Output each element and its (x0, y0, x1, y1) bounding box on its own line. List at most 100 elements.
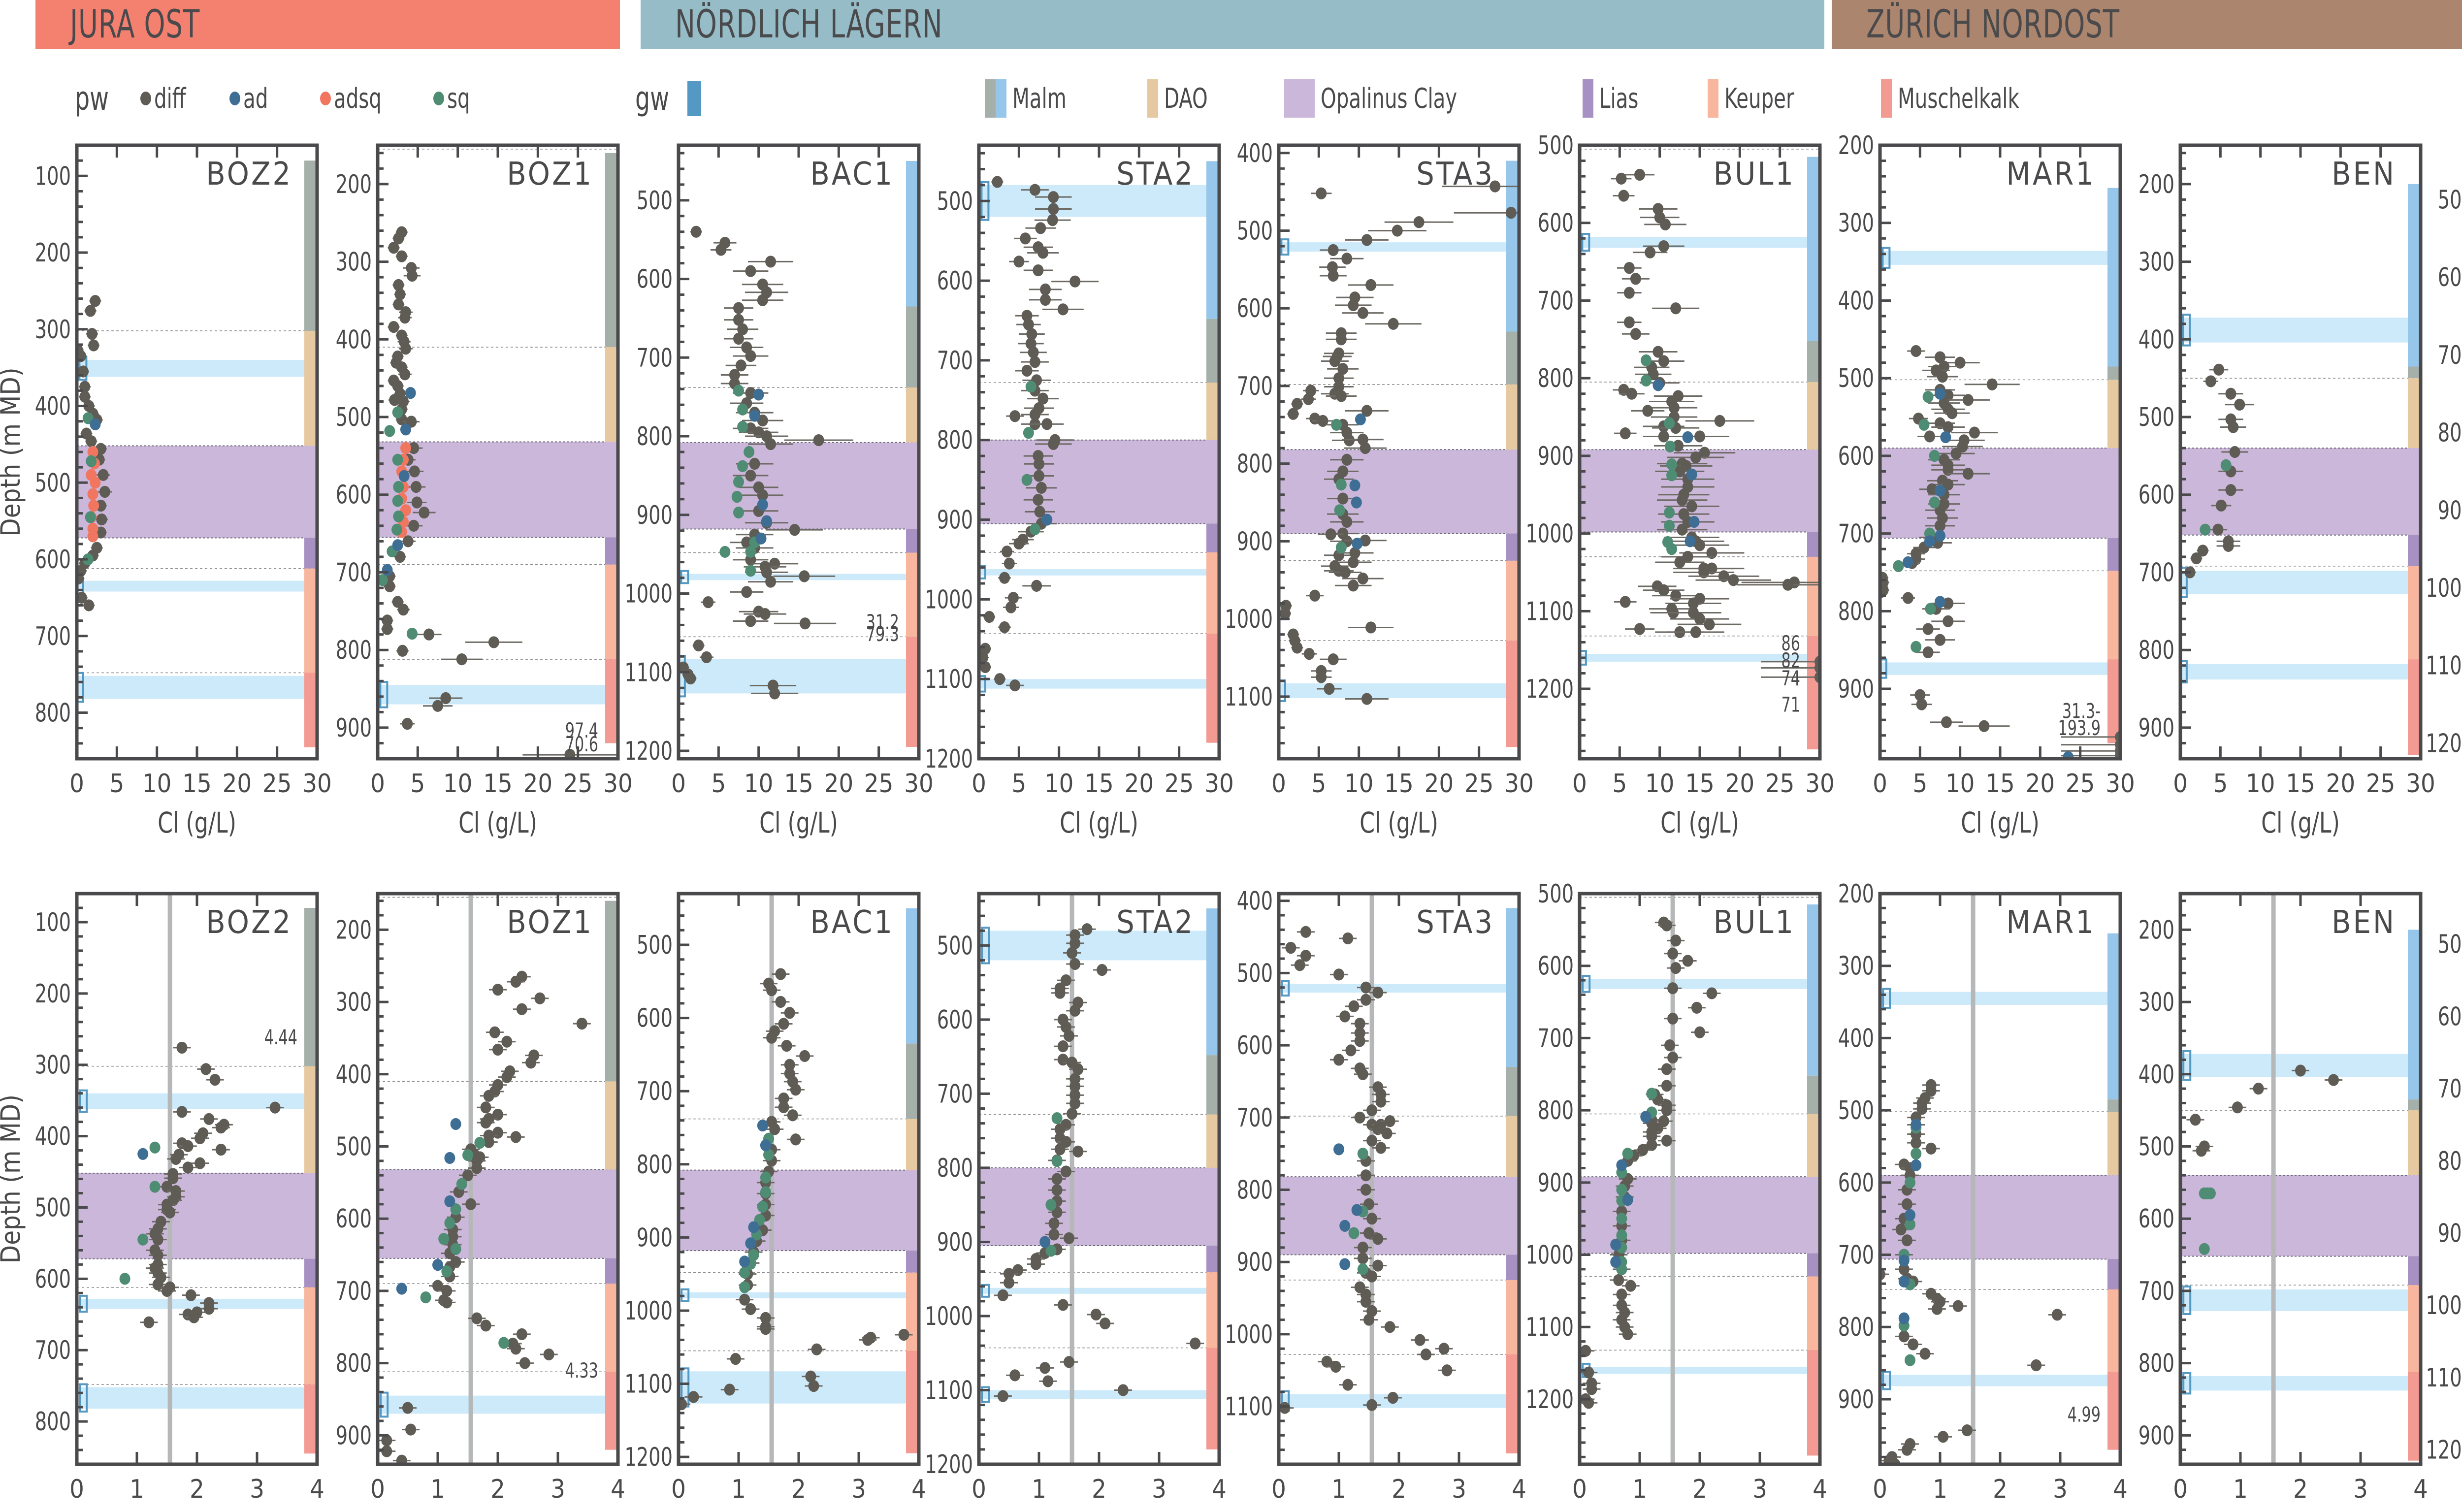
data-point-diff (1300, 950, 1311, 962)
data-point-diff (389, 394, 400, 406)
opalinus-band (979, 440, 1206, 524)
data-point-diff (1387, 1391, 1398, 1404)
data-point-diff (765, 576, 777, 588)
data-point-diff (1943, 615, 1954, 627)
x-tick-label: 0 (370, 1475, 385, 1504)
data-point-diff (405, 1423, 417, 1436)
data-point-diff (1652, 346, 1664, 358)
data-point-diff (1375, 1095, 1387, 1108)
data-point-diff (1349, 547, 1361, 559)
data-point-diff (1622, 1328, 1633, 1341)
data-point-ad (382, 564, 393, 576)
data-point-diff (1637, 1144, 1649, 1156)
x-tick-label: 15 (784, 769, 813, 799)
data-point-sq (1646, 1088, 1657, 1100)
malm-blue-swatch-icon (996, 79, 1006, 118)
data-point-ad (405, 387, 416, 399)
formation-strip-keuper (1506, 1280, 1519, 1355)
data-point-diff (2295, 1064, 2306, 1077)
legend-pw-label: pw (75, 74, 117, 123)
data-point-diff (1029, 356, 1040, 368)
data-point-diff (1372, 986, 1384, 999)
data-point-diff (99, 485, 110, 498)
legend-label: Malm (1012, 82, 1067, 115)
x-axis-label: Cl (g/L) (158, 806, 236, 839)
formation-strip-malm (1807, 904, 1820, 1076)
data-point-diff (1782, 579, 1793, 591)
formation-strip-dao (1506, 1116, 1519, 1177)
legend-label: Lias (1599, 82, 1639, 115)
data-point-diff (1357, 307, 1368, 319)
formation-strip-lias (2107, 538, 2120, 571)
y-tick-label: 600 (336, 481, 372, 510)
data-point-diff (96, 513, 107, 526)
formation-strip-malm (2107, 188, 2120, 367)
x-tick-label: 30 (1204, 769, 1234, 799)
plot-area (77, 161, 317, 747)
legend-formation-dao: DAO (1147, 74, 1219, 123)
opalinus-band (1880, 1175, 2107, 1259)
data-point-diff (79, 390, 91, 403)
data-point-diff (400, 343, 411, 355)
legend-formation-opalinus: Opalinus Clay (1284, 74, 1491, 123)
data-point-diff (1420, 1348, 1431, 1361)
data-point-diff (1673, 440, 1684, 452)
data-point-diff (1699, 447, 1710, 459)
formation-strip-opalinus-clay (1206, 440, 1219, 524)
data-point-diff (516, 1328, 527, 1341)
value-annotation: 193.9 (2058, 716, 2101, 740)
x-tick-label: 5 (1612, 769, 1627, 799)
data-point-diff (749, 457, 760, 470)
y-tick-label: 500 (1237, 216, 1273, 246)
data-point-diff (1682, 955, 1693, 967)
y-tick-label: 900 (637, 1223, 673, 1253)
y-tick-label: 500 (336, 1132, 372, 1161)
data-point-diff (1661, 1080, 1672, 1092)
data-point-diff (1901, 1444, 1912, 1456)
legend-item-adsq: adsq (320, 74, 393, 123)
data-point-diff (1009, 679, 1021, 692)
data-point-diff (992, 176, 1003, 188)
legend-item-diff: diff (140, 74, 194, 123)
y-tick-label: 800 (1838, 1313, 1874, 1342)
data-point-sq (384, 425, 395, 437)
data-point-diff (2051, 1309, 2063, 1321)
formation-strip-dao (1807, 382, 1820, 450)
y-tick-label: 200 (1838, 879, 1874, 909)
gw-marker-icon (687, 81, 702, 116)
ad-marker-icon (229, 92, 240, 105)
plot-area (1580, 894, 1820, 1464)
formation-strip-lias (906, 1251, 919, 1273)
formation-strip-lias (1206, 523, 1219, 552)
formation-strip-lias (2408, 1256, 2421, 1286)
gw-band (2180, 664, 2408, 680)
region-label: ZÜRICH NORDOST (1866, 2, 2120, 47)
data-point-diff (761, 566, 772, 579)
data-point-diff (1090, 1308, 1101, 1321)
formation-strip-malm (1206, 908, 1219, 1056)
data-point-sq (1905, 1176, 1915, 1189)
data-point-diff (1616, 172, 1627, 185)
x-tick-label: 25 (2066, 769, 2095, 799)
y-tick-label: 700 (336, 558, 372, 587)
data-point-diff (1001, 546, 1012, 558)
data-point-ad (444, 1152, 455, 1164)
data-point-sq (733, 506, 744, 519)
formation-strip-malm (2107, 366, 2120, 380)
data-point-diff (564, 749, 576, 759)
legend-formation-keuper: Keuper (1708, 74, 1812, 123)
data-point-diff (1505, 207, 1517, 219)
panel-sta3-cl: 0 5 10 15 20 25 30 Cl (g/L) 400 500 600 700 800 900 10… (1225, 139, 1533, 839)
y-tick-label: 700 (1838, 519, 1874, 549)
data-point-sq (441, 1265, 453, 1278)
data-point-diff (510, 1131, 521, 1143)
x-tick-label: 25 (1165, 769, 1194, 799)
data-point-diff (1036, 482, 1047, 494)
data-point-diff (1690, 451, 1701, 464)
data-point-sq (1616, 1184, 1627, 1196)
formation-strip-dao (304, 330, 317, 446)
data-point-diff (1317, 415, 1328, 427)
gw-marker (2180, 567, 2188, 598)
x-tick-label: 3 (250, 1475, 264, 1504)
